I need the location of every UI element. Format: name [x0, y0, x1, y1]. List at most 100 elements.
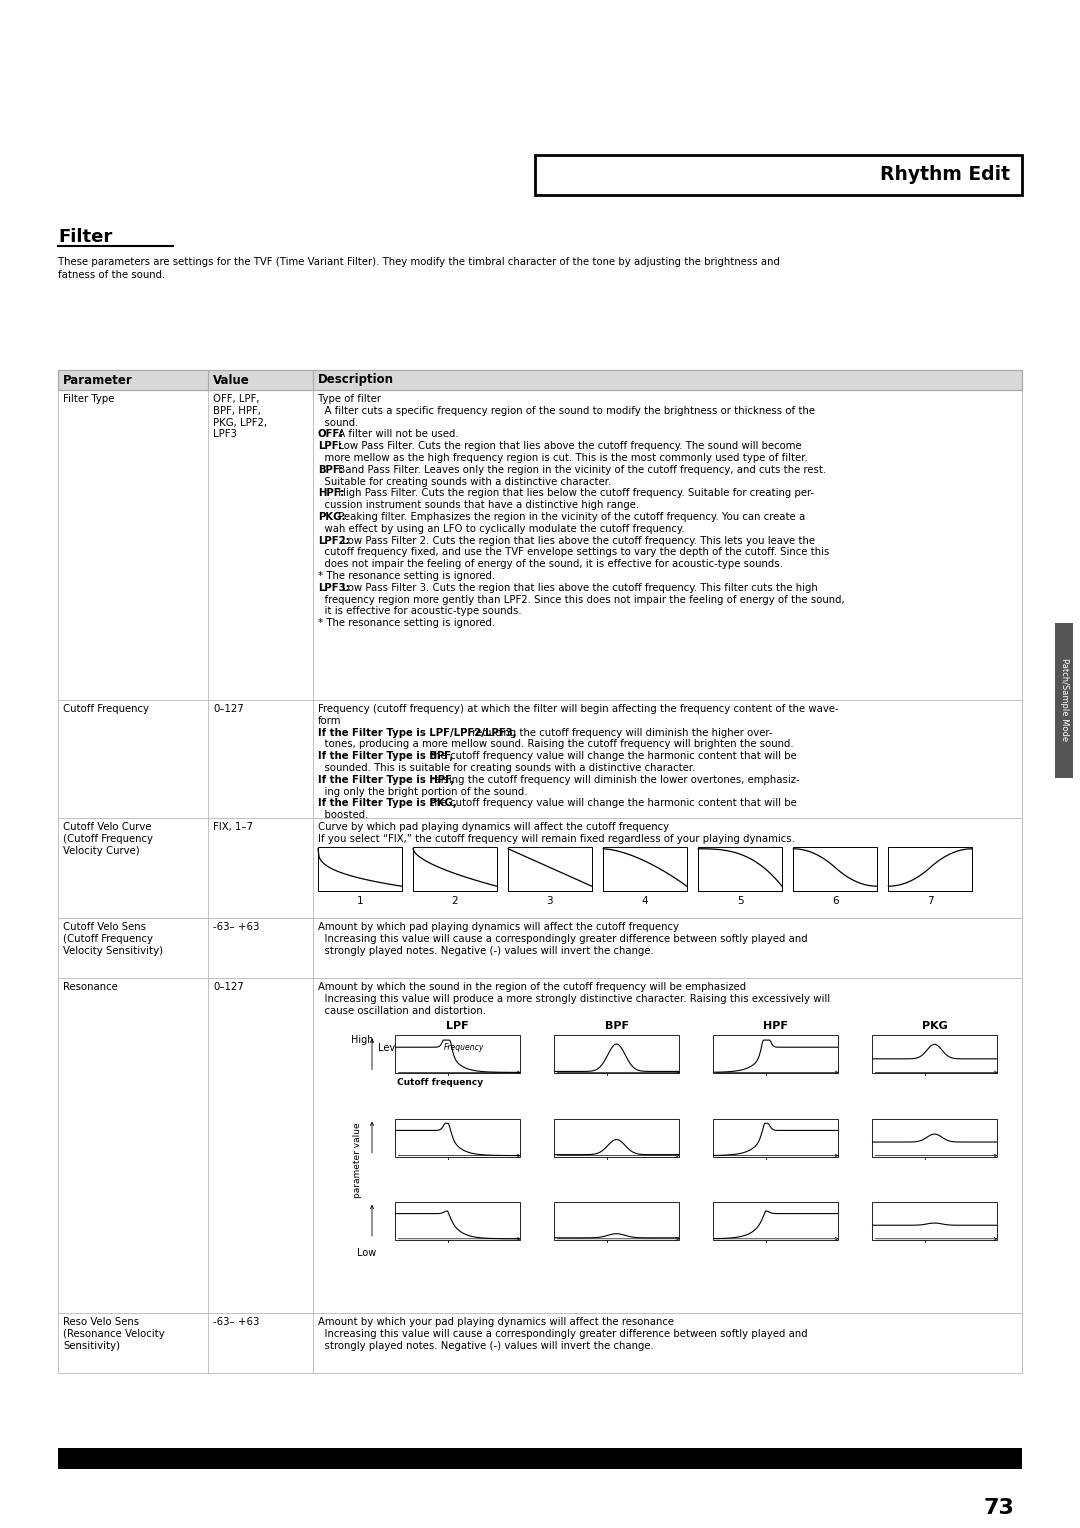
Text: FIX, 1–7: FIX, 1–7	[213, 822, 253, 833]
Text: reducing the cutoff frequency will diminish the higher over-: reducing the cutoff frequency will dimin…	[469, 727, 772, 738]
Text: LPF:: LPF:	[318, 442, 342, 451]
Text: Patch/Sample Mode: Patch/Sample Mode	[1059, 659, 1068, 741]
Text: Low Pass Filter 3. Cuts the region that lies above the cutoff frequency. This fi: Low Pass Filter 3. Cuts the region that …	[339, 582, 818, 593]
Bar	[873, 1203, 997, 1239]
Text: wah effect by using an LFO to cyclically modulate the cutoff frequency.: wah effect by using an LFO to cyclically…	[318, 524, 685, 533]
Text: Band Pass Filter. Leaves only the region in the vicinity of the cutoff frequency: Band Pass Filter. Leaves only the region…	[335, 465, 826, 475]
Text: Frequency (cutoff frequency) at which the filter will begin affecting the freque: Frequency (cutoff frequency) at which th…	[318, 704, 839, 714]
Text: PKG:: PKG:	[318, 512, 346, 523]
Text: OFF:: OFF:	[318, 429, 345, 440]
Text: (Cutoff Frequency: (Cutoff Frequency	[63, 834, 153, 843]
Text: 4: 4	[642, 895, 648, 906]
Text: Peaking filter. Emphasizes the region in the vicinity of the cutoff frequency. Y: Peaking filter. Emphasizes the region in…	[335, 512, 805, 523]
Text: If the Filter Type is LPF/LPF2/LPF3,: If the Filter Type is LPF/LPF2/LPF3,	[318, 727, 516, 738]
Bar	[395, 1036, 519, 1073]
Text: Amount by which the sound in the region of the cutoff frequency will be emphasiz: Amount by which the sound in the region …	[318, 983, 746, 992]
Text: * The resonance setting is ignored.: * The resonance setting is ignored.	[318, 571, 495, 581]
Bar	[699, 847, 782, 891]
Text: cutoff frequency fixed, and use the TVF envelope settings to vary the depth of t: cutoff frequency fixed, and use the TVF …	[318, 547, 829, 558]
Text: Reso Velo Sens: Reso Velo Sens	[63, 1317, 139, 1326]
Bar	[873, 1118, 997, 1157]
Text: -63– +63: -63– +63	[213, 1317, 259, 1326]
Text: HPF:: HPF:	[318, 489, 345, 498]
Text: -63– +63: -63– +63	[213, 921, 259, 932]
Text: LPF2:: LPF2:	[318, 536, 350, 545]
Text: Rhythm Edit: Rhythm Edit	[880, 165, 1010, 185]
Text: 1: 1	[356, 895, 363, 906]
Text: 0–127: 0–127	[213, 704, 244, 714]
Text: Description: Description	[318, 373, 394, 387]
Text: PKG, LPF2,: PKG, LPF2,	[213, 417, 267, 428]
Text: These parameters are settings for the TVF (Time Variant Filter). They modify the: These parameters are settings for the TV…	[58, 257, 780, 267]
Text: LPF: LPF	[446, 1021, 469, 1031]
Text: Cutoff Velo Sens: Cutoff Velo Sens	[63, 921, 146, 932]
Bar	[535, 154, 1022, 196]
Bar	[714, 1203, 837, 1239]
Text: High: High	[351, 1036, 374, 1045]
Text: tones, producing a more mellow sound. Raising the cutoff frequency will brighten: tones, producing a more mellow sound. Ra…	[318, 740, 794, 749]
Text: 7: 7	[927, 895, 933, 906]
Text: Low Pass Filter 2. Cuts the region that lies above the cutoff frequency. This le: Low Pass Filter 2. Cuts the region that …	[339, 536, 815, 545]
Bar	[554, 1118, 678, 1157]
Text: cause oscillation and distortion.: cause oscillation and distortion.	[318, 1005, 486, 1016]
Bar	[604, 847, 687, 891]
Text: 0–127: 0–127	[213, 983, 244, 992]
Bar	[554, 1203, 678, 1239]
Text: 73: 73	[983, 1497, 1014, 1517]
Text: Resonance: Resonance	[63, 983, 118, 992]
Text: If you select “FIX,” the cutoff frequency will remain fixed regardless of your p: If you select “FIX,” the cutoff frequenc…	[318, 834, 795, 843]
Text: fatness of the sound.: fatness of the sound.	[58, 270, 165, 280]
Text: A filter will not be used.: A filter will not be used.	[335, 429, 458, 440]
Text: Sensitivity): Sensitivity)	[63, 1340, 120, 1351]
Text: LPF3: LPF3	[213, 429, 237, 440]
Text: does not impair the feeling of energy of the sound, it is effective for acoustic: does not impair the feeling of energy of…	[318, 559, 783, 570]
Text: frequency region more gently than LPF2. Since this does not impair the feeling o: frequency region more gently than LPF2. …	[318, 594, 845, 605]
Text: 5: 5	[737, 895, 743, 906]
Bar	[508, 847, 592, 891]
Text: boosted.: boosted.	[318, 810, 368, 821]
Text: OFF, LPF,: OFF, LPF,	[213, 394, 259, 403]
Text: Amount by which pad playing dynamics will affect the cutoff frequency: Amount by which pad playing dynamics wil…	[318, 921, 679, 932]
Text: Cutoff Frequency: Cutoff Frequency	[63, 704, 149, 714]
Text: cussion instrument sounds that have a distinctive high range.: cussion instrument sounds that have a di…	[318, 500, 639, 510]
Bar	[794, 847, 877, 891]
Text: (Cutoff Frequency: (Cutoff Frequency	[63, 934, 153, 944]
Bar	[714, 1036, 837, 1073]
Bar	[58, 1462, 1022, 1468]
Bar	[873, 1036, 997, 1073]
Text: Increasing this value will cause a correspondingly greater difference between so: Increasing this value will cause a corre…	[318, 1329, 808, 1339]
Text: Filter: Filter	[58, 228, 112, 246]
Text: the cutoff frequency value will change the harmonic content that will be: the cutoff frequency value will change t…	[427, 799, 797, 808]
Bar	[395, 1203, 519, 1239]
Text: Frequency: Frequency	[444, 1044, 484, 1053]
Text: LPF3:: LPF3:	[318, 582, 350, 593]
Bar	[1055, 622, 1074, 778]
Text: Amount by which your pad playing dynamics will affect the resonance: Amount by which your pad playing dynamic…	[318, 1317, 674, 1326]
Text: 2: 2	[451, 895, 458, 906]
Text: * The resonance setting is ignored.: * The resonance setting is ignored.	[318, 619, 495, 628]
Text: If the Filter Type is HPF,: If the Filter Type is HPF,	[318, 775, 455, 785]
Text: strongly played notes. Negative (-) values will invert the change.: strongly played notes. Negative (-) valu…	[318, 1340, 653, 1351]
Text: Value: Value	[213, 373, 249, 387]
Text: Increasing this value will produce a more strongly distinctive character. Raisin: Increasing this value will produce a mor…	[318, 993, 831, 1004]
Text: ing only the bright portion of the sound.: ing only the bright portion of the sound…	[318, 787, 527, 796]
Text: HPF: HPF	[764, 1021, 788, 1031]
Bar	[395, 1118, 519, 1157]
Text: Low Pass Filter. Cuts the region that lies above the cutoff frequency. The sound: Low Pass Filter. Cuts the region that li…	[335, 442, 801, 451]
Bar	[554, 1036, 678, 1073]
Bar	[58, 370, 1022, 390]
Bar	[318, 847, 402, 891]
Text: sound.: sound.	[318, 417, 359, 428]
Text: 6: 6	[832, 895, 838, 906]
Text: parameter value: parameter value	[353, 1123, 363, 1198]
Text: Cutoff frequency: Cutoff frequency	[397, 1079, 484, 1088]
Text: Low: Low	[356, 1248, 376, 1258]
Text: sounded. This is suitable for creating sounds with a distinctive character.: sounded. This is suitable for creating s…	[318, 762, 696, 773]
Text: A filter cuts a specific frequency region of the sound to modify the brightness : A filter cuts a specific frequency regio…	[318, 406, 815, 416]
Text: (Resonance Velocity: (Resonance Velocity	[63, 1329, 165, 1339]
Text: Parameter: Parameter	[63, 373, 133, 387]
Text: Cutoff Velo Curve: Cutoff Velo Curve	[63, 822, 151, 833]
Text: If the Filter Type is PKG,: If the Filter Type is PKG,	[318, 799, 457, 808]
Text: BPF:: BPF:	[318, 465, 343, 475]
Text: BPF, HPF,: BPF, HPF,	[213, 406, 261, 416]
